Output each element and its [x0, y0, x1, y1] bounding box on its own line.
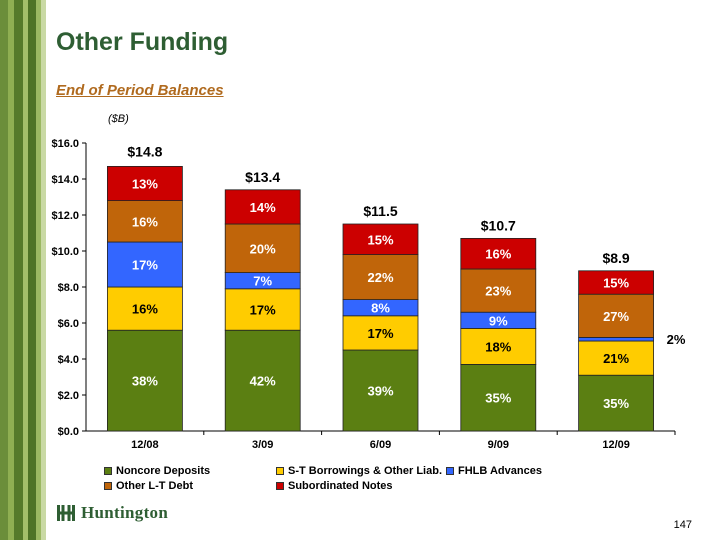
huntington-logo: Huntington: [56, 503, 168, 523]
bar-segment: [578, 293, 654, 338]
total-label: $8.9: [602, 250, 629, 266]
data-label: 16%: [132, 302, 158, 317]
x-tick-label: 3/09: [252, 439, 273, 451]
y-tick-label: $12.0: [51, 210, 79, 222]
unit-label: ($B): [108, 113, 129, 125]
x-tick-label: 12/09: [602, 439, 630, 451]
legend-label-other-lt-debt: Other L-T Debt: [116, 480, 193, 492]
data-label: 21%: [603, 351, 629, 366]
bar-segment: [107, 329, 183, 432]
x-tick-label: 12/08: [131, 439, 159, 451]
data-label: 16%: [485, 247, 511, 262]
data-label: 15%: [603, 276, 629, 291]
bar-segment: [460, 363, 537, 432]
data-label: 8%: [371, 301, 390, 316]
bar-segment: [460, 237, 537, 270]
legend-item-subordinated-notes: Subordinated Notes: [276, 480, 393, 492]
legend-swatch-fhlb-advances: [446, 467, 454, 476]
huntington-logo-icon: [56, 503, 76, 523]
bar-segment: [107, 165, 183, 201]
data-label: 13%: [132, 177, 158, 192]
x-tick-label: 6/09: [370, 439, 391, 451]
data-label: 38%: [132, 374, 158, 389]
data-label: 17%: [250, 303, 276, 318]
data-label: 15%: [367, 232, 393, 247]
total-label: $13.4: [245, 169, 280, 185]
legend-item-noncore-deposits: Noncore Deposits: [104, 465, 210, 477]
bar-segment: [342, 223, 419, 256]
legend-label-subordinated-notes: Subordinated Notes: [288, 480, 393, 492]
data-label: 2%: [667, 332, 686, 347]
bar-segment: [578, 336, 654, 342]
legend-item-fhlb-advances: FHLB Advances: [446, 465, 542, 477]
bar-segment: [578, 340, 654, 376]
data-label: 42%: [250, 374, 276, 389]
y-tick-label: $0.0: [58, 426, 79, 438]
bar-segment: [224, 223, 301, 273]
data-label: 22%: [367, 270, 393, 285]
data-label: 20%: [250, 241, 276, 256]
bar-segment: [224, 329, 301, 432]
legend-label-st-borrowings: S-T Borrowings & Other Liab.: [288, 465, 443, 477]
chart-subtitle: End of Period Balances: [56, 82, 224, 99]
legend-swatch-other-lt-debt: [104, 482, 112, 491]
data-label: 35%: [485, 391, 511, 406]
bar-segment: [107, 286, 183, 331]
data-label: 9%: [489, 313, 508, 328]
y-tick-label: $6.0: [58, 318, 79, 330]
legend-label-fhlb-advances: FHLB Advances: [458, 465, 542, 477]
y-tick-label: $10.0: [51, 246, 79, 258]
legend-item-st-borrowings: S-T Borrowings & Other Liab.: [276, 465, 442, 477]
page-number: 147: [673, 519, 692, 531]
y-tick-label: $14.0: [51, 174, 79, 186]
bar-segment: [578, 270, 654, 295]
total-label: $11.5: [363, 203, 397, 219]
legend-swatch-subordinated-notes: [276, 482, 284, 491]
legend-item-other-lt-debt: Other L-T Debt: [104, 480, 193, 492]
data-label: 17%: [132, 258, 158, 273]
y-tick-label: $16.0: [51, 138, 79, 150]
data-label: 17%: [367, 326, 393, 341]
bar-segment: [224, 189, 301, 225]
brand-name: Huntington: [81, 503, 169, 522]
y-tick-label: $8.0: [58, 282, 79, 294]
bar-segment: [578, 374, 654, 432]
bar-segment: [460, 327, 537, 365]
legend-swatch-noncore-deposits: [104, 467, 112, 476]
y-tick-label: $4.0: [58, 354, 79, 366]
bar-segment: [107, 241, 183, 288]
page-title: Other Funding: [56, 28, 229, 56]
bar-segment: [342, 254, 419, 301]
bar-segment: [342, 349, 419, 432]
total-label: $14.8: [127, 144, 162, 160]
data-label: 27%: [603, 309, 629, 324]
legend-swatch-st-borrowings: [276, 467, 284, 476]
data-label: 35%: [603, 396, 629, 411]
x-tick-label: 9/09: [488, 439, 509, 451]
total-label: $10.7: [481, 217, 516, 233]
decorative-stripes: [0, 0, 46, 540]
data-label: 23%: [485, 284, 511, 299]
bar-segment: [342, 315, 419, 351]
legend-label-noncore-deposits: Noncore Deposits: [116, 465, 211, 477]
data-label: 39%: [367, 384, 393, 399]
data-label: 7%: [253, 274, 272, 289]
data-label: 14%: [250, 200, 276, 215]
data-label: 18%: [485, 339, 511, 354]
data-label: 16%: [132, 214, 158, 229]
y-tick-label: $2.0: [58, 390, 79, 402]
